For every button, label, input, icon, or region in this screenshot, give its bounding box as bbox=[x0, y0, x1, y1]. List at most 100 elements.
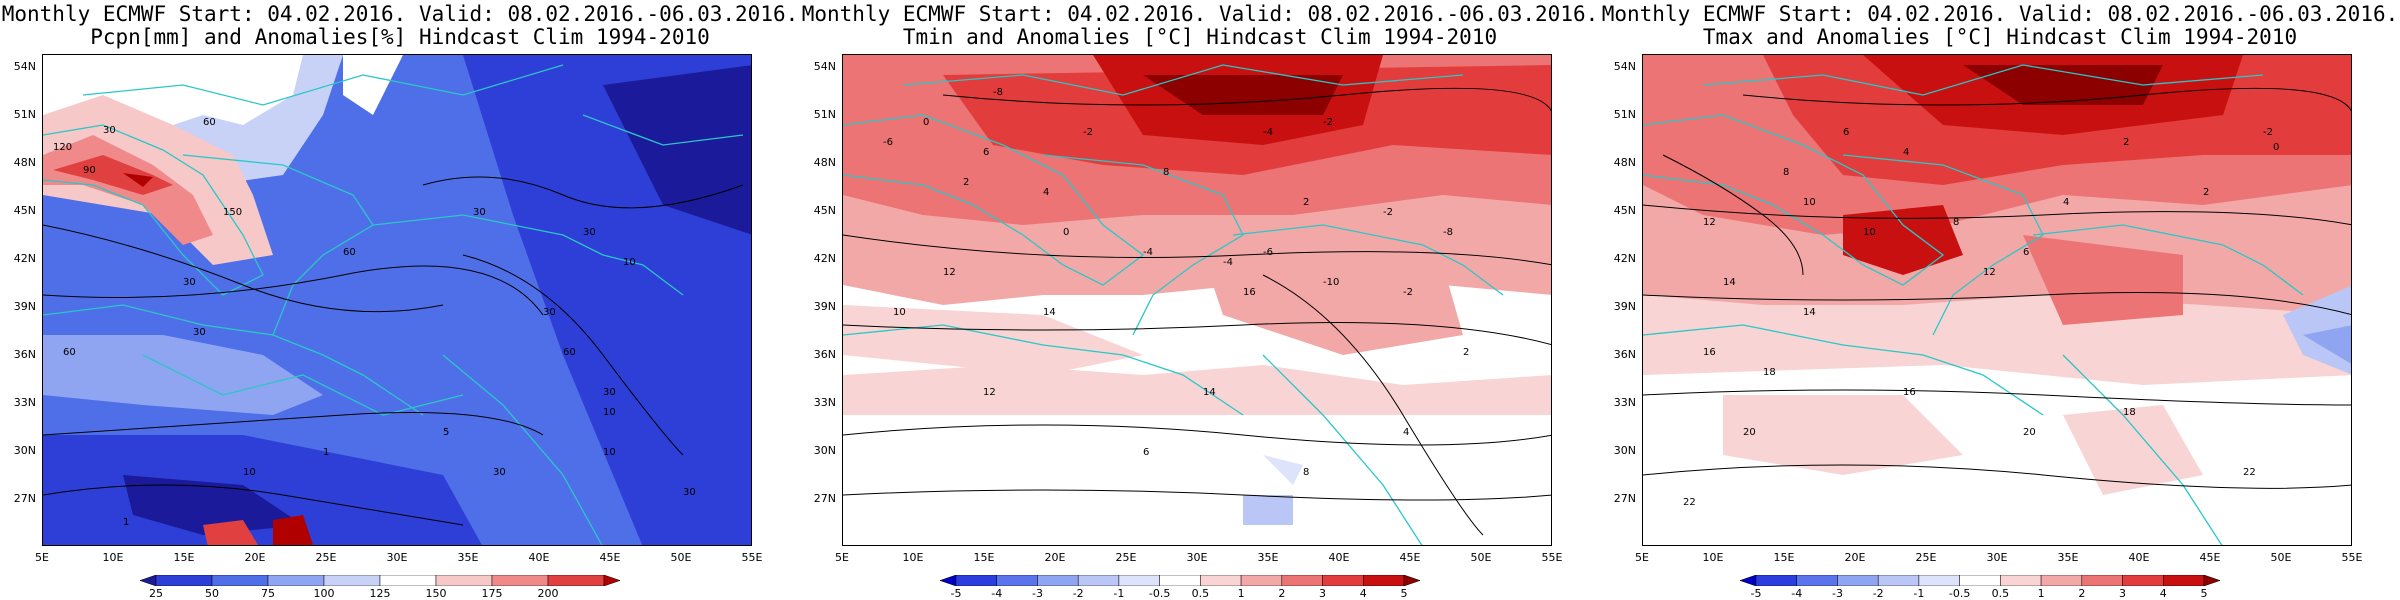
longitude-label: 30E bbox=[1186, 551, 1208, 564]
colorbar-segment bbox=[140, 575, 157, 586]
latitude-label: 42N bbox=[13, 252, 36, 265]
contour-label: -2 bbox=[1323, 117, 1333, 128]
contour-label: 30 bbox=[193, 327, 206, 338]
contour-label: 2 bbox=[2123, 137, 2129, 148]
colorbar-segment bbox=[1281, 575, 1323, 586]
latitude-label: 48N bbox=[1613, 156, 1636, 169]
latitude-label: 27N bbox=[1613, 492, 1636, 505]
contour-label: 60 bbox=[343, 247, 356, 258]
colorbar-segment bbox=[547, 575, 605, 586]
longitude-label: 45E bbox=[1399, 551, 1421, 564]
contour-label: 2 bbox=[1463, 347, 1469, 358]
contour-label: 2 bbox=[963, 177, 969, 188]
contour-label: 14 bbox=[1723, 277, 1736, 288]
colorbar-label: -3 bbox=[1031, 587, 1043, 600]
longitude-label: 10E bbox=[902, 551, 924, 564]
longitude-label: 55E bbox=[1541, 551, 1563, 564]
contour-label: -4 bbox=[1263, 127, 1273, 138]
contour-label: 10 bbox=[623, 257, 636, 268]
colorbar-label: 50 bbox=[205, 587, 219, 600]
colorbar-segment bbox=[1837, 575, 1879, 586]
tmax-map: -2 0 2 4 6 8 10 12 14 16 18 20 22 12 10 … bbox=[1642, 54, 2352, 546]
colorbar-label: 3 bbox=[2119, 587, 2127, 600]
contour-label: 30 bbox=[683, 487, 696, 498]
contour-label: 22 bbox=[2243, 467, 2256, 478]
colorbar-label: 5 bbox=[2200, 587, 2208, 600]
latitude-label: 36N bbox=[13, 348, 36, 361]
colorbar-segment bbox=[2040, 575, 2083, 586]
contour-label: 16 bbox=[1903, 387, 1916, 398]
colorbar-segment bbox=[1037, 575, 1079, 586]
colorbar-label: -4 bbox=[991, 587, 1003, 600]
contour-label: 6 bbox=[1143, 447, 1149, 458]
colorbar-segment bbox=[1240, 575, 1283, 586]
colorbar-segment bbox=[491, 575, 549, 586]
colorbar-label: -1 bbox=[1113, 587, 1125, 600]
latitude-label: 48N bbox=[13, 156, 36, 169]
contour-label: -4 bbox=[1223, 257, 1233, 268]
precipitation-map: 30 90 120 60 150 30 60 30 30 30 10 60 30… bbox=[42, 54, 752, 546]
colorbar-label: -0.5 bbox=[1148, 587, 1171, 600]
longitude-label: 45E bbox=[2199, 551, 2221, 564]
latitude-label: 45N bbox=[1613, 204, 1636, 217]
colorbar-label: 1 bbox=[2037, 587, 2045, 600]
colorbar-segment bbox=[323, 575, 381, 586]
longitude-label: 20E bbox=[244, 551, 266, 564]
latitude-label: 30N bbox=[13, 444, 36, 457]
precipitation-map-graphic: 30 90 120 60 150 30 60 30 30 30 10 60 30… bbox=[43, 55, 751, 545]
colorbar-segment bbox=[996, 575, 1038, 586]
colorbar-segment bbox=[955, 575, 997, 586]
longitude-label: 50E bbox=[1470, 551, 1492, 564]
contour-label: 12 bbox=[983, 387, 996, 398]
contour-label: 14 bbox=[1043, 307, 1056, 318]
contour-label: 16 bbox=[1243, 287, 1256, 298]
latitude-label: 39N bbox=[813, 300, 836, 313]
colorbar-label: 200 bbox=[537, 587, 559, 600]
colorbar-segment bbox=[1322, 575, 1364, 586]
panel-title-line2: Tmin and Anomalies [°C] Hindcast Clim 19… bbox=[902, 25, 1498, 49]
contour-label: 12 bbox=[943, 267, 956, 278]
contour-label: 14 bbox=[1203, 387, 1216, 398]
colorbar-segment bbox=[211, 575, 269, 586]
colorbar-segment bbox=[435, 575, 493, 586]
colorbar-segment bbox=[1959, 575, 2001, 586]
latitude-label: 54N bbox=[13, 60, 36, 73]
latitude-label: 51N bbox=[13, 108, 36, 121]
colorbar-label: 150 bbox=[425, 587, 447, 600]
colorbar-label: -5 bbox=[1750, 587, 1762, 600]
contour-label: -10 bbox=[1323, 277, 1339, 288]
contour-label: 0 bbox=[2273, 142, 2279, 153]
longitude-label: 50E bbox=[670, 551, 692, 564]
contour-label: 30 bbox=[583, 227, 596, 238]
colorbar-segment bbox=[1877, 575, 1920, 586]
colorbar-label: 2 bbox=[1278, 587, 1286, 600]
contour-label: 10 bbox=[1803, 197, 1816, 208]
contour-label: 0 bbox=[1063, 227, 1069, 238]
colorbar-segment bbox=[2163, 575, 2205, 586]
colorbar-segment bbox=[1740, 575, 1757, 586]
colorbar-segment bbox=[1200, 575, 1242, 586]
longitude-label: 40E bbox=[528, 551, 550, 564]
latitude-label: 33N bbox=[813, 396, 836, 409]
tmin-map-graphic: -8 -6 -2 -4 0 -2 2 8 4 6 2 0 -2 -4 -6 -8… bbox=[843, 55, 1551, 545]
colorbar-segment bbox=[1755, 575, 1797, 586]
colorbar-segment bbox=[267, 575, 325, 586]
latitude-label: 54N bbox=[813, 60, 836, 73]
contour-label: 30 bbox=[543, 307, 556, 318]
contour-label: 10 bbox=[243, 467, 256, 478]
colorbar-label: -5 bbox=[950, 587, 962, 600]
longitude-label: 10E bbox=[102, 551, 124, 564]
colorbar-segment bbox=[2203, 575, 2220, 586]
contour-label: 6 bbox=[1843, 127, 1849, 138]
contour-label: -2 bbox=[1403, 287, 1413, 298]
colorbar-label: -0.5 bbox=[1948, 587, 1971, 600]
contour-label: 20 bbox=[1743, 427, 1756, 438]
panel-title-line1: Monthly ECMWF Start: 04.02.2016. Valid: … bbox=[1601, 2, 2399, 26]
longitude-label: 35E bbox=[457, 551, 479, 564]
longitude-label: 55E bbox=[2341, 551, 2363, 564]
contour-label: -2 bbox=[2263, 127, 2273, 138]
latitude-label: 48N bbox=[813, 156, 836, 169]
contour-label: 8 bbox=[1303, 467, 1309, 478]
contour-label: 30 bbox=[103, 125, 116, 136]
colorbar-label: -2 bbox=[1072, 587, 1084, 600]
